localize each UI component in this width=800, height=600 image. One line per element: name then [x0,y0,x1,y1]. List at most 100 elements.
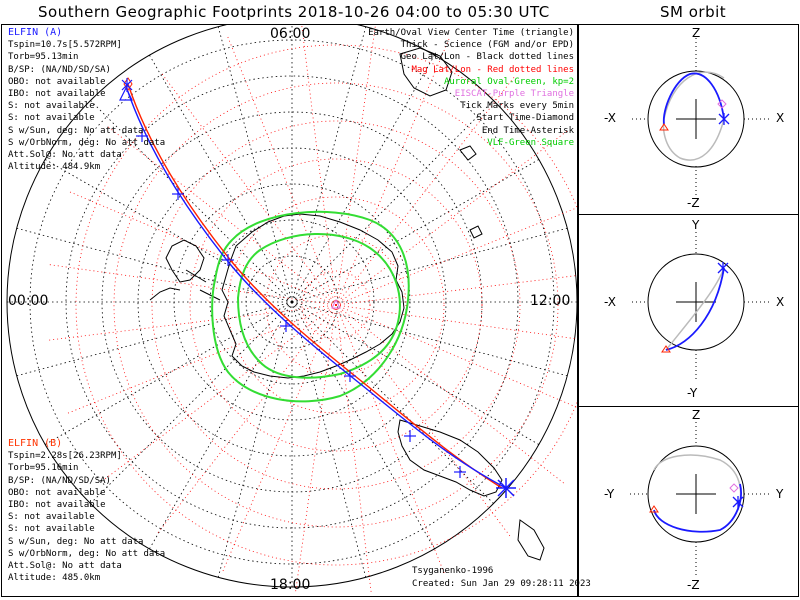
elfin-a-info-line: Att.Sol@: No att data [8,150,122,161]
meridian-line [227,35,337,306]
australia-coastline [397,419,545,561]
meridian-line [291,301,435,550]
elfin-a-info-line: S: not available [8,101,95,112]
legend-item: Mag Lat/Lon - Red dotted lines [411,64,574,75]
meridian-line [222,304,337,573]
elfin-b-info-line: Att.Sol@: No att data [8,561,122,572]
legend-item: Thick - Science (FGM and/or EPD) [400,40,574,51]
panel1-left-label: -X [604,111,616,125]
legend: Earth/Oval View Center Time (triangle) Th… [368,27,574,149]
elfin-a-info-line: S w/OrbNorm, deg: No att data [8,137,166,148]
orbit-panel-xy [632,232,770,382]
panel1-bottom-label: -Z [687,196,700,210]
eiscat-triangle [331,298,341,309]
meridian-line [149,301,293,550]
elfin-a-name: ELFIN (A) [8,27,63,38]
legend-item: Earth/Oval View Center Time (triangle) [368,28,574,38]
meridian-line [301,25,337,306]
panel2-right-label: X [776,295,785,309]
meridian-line [149,54,293,303]
map-frame [1,24,578,597]
elfin-a-info-line: Altitude: 484.9km [8,162,101,173]
panel3-right-label: Y [776,487,784,501]
panel2-bottom-label: -Y [687,386,698,400]
elfin-b-info: ELFIN (B) Tspin=2.28s[26.23RPM] Torb=95.1… [8,438,165,584]
orbit-frame-yz [578,406,799,597]
elfin-a-info-line: Tspin=10.7s[5.572RPM] [8,40,122,51]
clock-label-right: 12:00 [530,293,571,309]
panel3-left-label: -Y [604,487,615,501]
clock-label-top: 06:00 [270,26,311,42]
orbit-frame-xy [578,214,799,407]
elfin-a-info-line: B/SP: (NA/ND/SD/SA) [8,64,111,75]
created-label: Created: Sun Jan 29 09:28:11 2023 [412,579,591,589]
auroral-oval-inner [236,233,401,379]
legend-item: Geo Lat/Lon - Black dotted lines [400,52,574,63]
page-title: Southern Geographic Footprints 2018-10-2… [38,3,550,21]
meridian-line [335,304,511,537]
elfin-b-info-line: S: not available [8,524,95,535]
legend-item: VLF-Green Square [487,137,574,148]
elfin-b-info-line: B/SP: (NA/ND/SD/SA) [8,475,111,486]
mag-lat-circles [75,44,577,566]
meridian-line [335,304,577,340]
elfin-b-info-line: Torb=95.16min [8,463,79,474]
orbit-title: SM orbit [660,3,727,21]
meridian-line [104,304,337,480]
map-content [6,25,577,593]
elfin-a-info-line: S w/Sun, deg: No att data [8,125,144,136]
elfin-a-info-line: OBO: not available [8,76,106,87]
meridian-line [291,301,367,578]
elfin-b-track [127,83,503,489]
elfin-b-info-line: S w/Sun, deg: No att data [8,536,144,547]
islands [459,145,483,239]
elfin-a-track [125,85,507,489]
elfin-a-info-line: Torb=95.13min [8,52,79,63]
meridian-line [291,301,540,445]
panel1-right-label: X [776,111,785,125]
meridian-line [335,304,445,575]
elfin-b-name: ELFIN (B) [8,438,63,449]
elfin-a-info-line: IBO: not available [8,89,106,100]
meridian-line [291,227,568,303]
elfin-a-info-line: S: not available [8,113,95,124]
panel3-bottom-label: -Z [687,578,700,592]
auroral-oval-outer [211,210,410,403]
panel2-top-label: Y [692,218,700,232]
meridian-line [44,159,293,303]
elfin-b-info-line: OBO: not available [8,487,106,498]
elfin-a-info: ELFIN (A) Tspin=10.7s[5.572RPM] Torb=95.1… [8,27,165,173]
start-asterisk [121,78,133,92]
clock-label-bottom: 18:00 [270,577,311,593]
legend-item: Tick Marks every 5min [460,101,574,112]
panel1-top-label: Z [692,26,701,40]
legend-item: End Time-Asterisk [481,125,574,136]
meridian-line [157,304,337,534]
meridian-line [335,304,577,408]
meridian-line [335,25,376,306]
meridian-line [295,304,337,593]
elfin-b-info-line: S w/OrbNorm, deg: No att data [8,548,166,559]
meridian-line [44,301,293,445]
meridian-line [335,130,568,306]
elfin-b-info-line: IBO: not available [8,500,106,511]
africa-coastline [399,47,453,97]
legend-item: Start Time-Diamond [476,113,574,124]
clock-label-left: 00:00 [8,293,49,309]
legend-item: EISCAT-Purple Triangle [454,89,574,100]
meridian-line [217,26,293,303]
meridian-line [335,37,450,306]
meridian-line [68,191,337,306]
meridian-line [66,304,337,414]
track-ticks [136,130,466,478]
elfin-b-info-line: Tspin=2.28s[26.23RPM] [8,451,122,462]
elfin-b-info-line: S: not available [8,512,95,523]
model-label: Tsyganenko-1996 [412,566,494,576]
meridian-line [217,301,293,578]
meridian-line [335,304,565,484]
orbit-panel-xz [632,38,770,198]
meridian-line [48,304,337,341]
meridian-line [48,264,337,306]
meridian-line [107,126,337,306]
